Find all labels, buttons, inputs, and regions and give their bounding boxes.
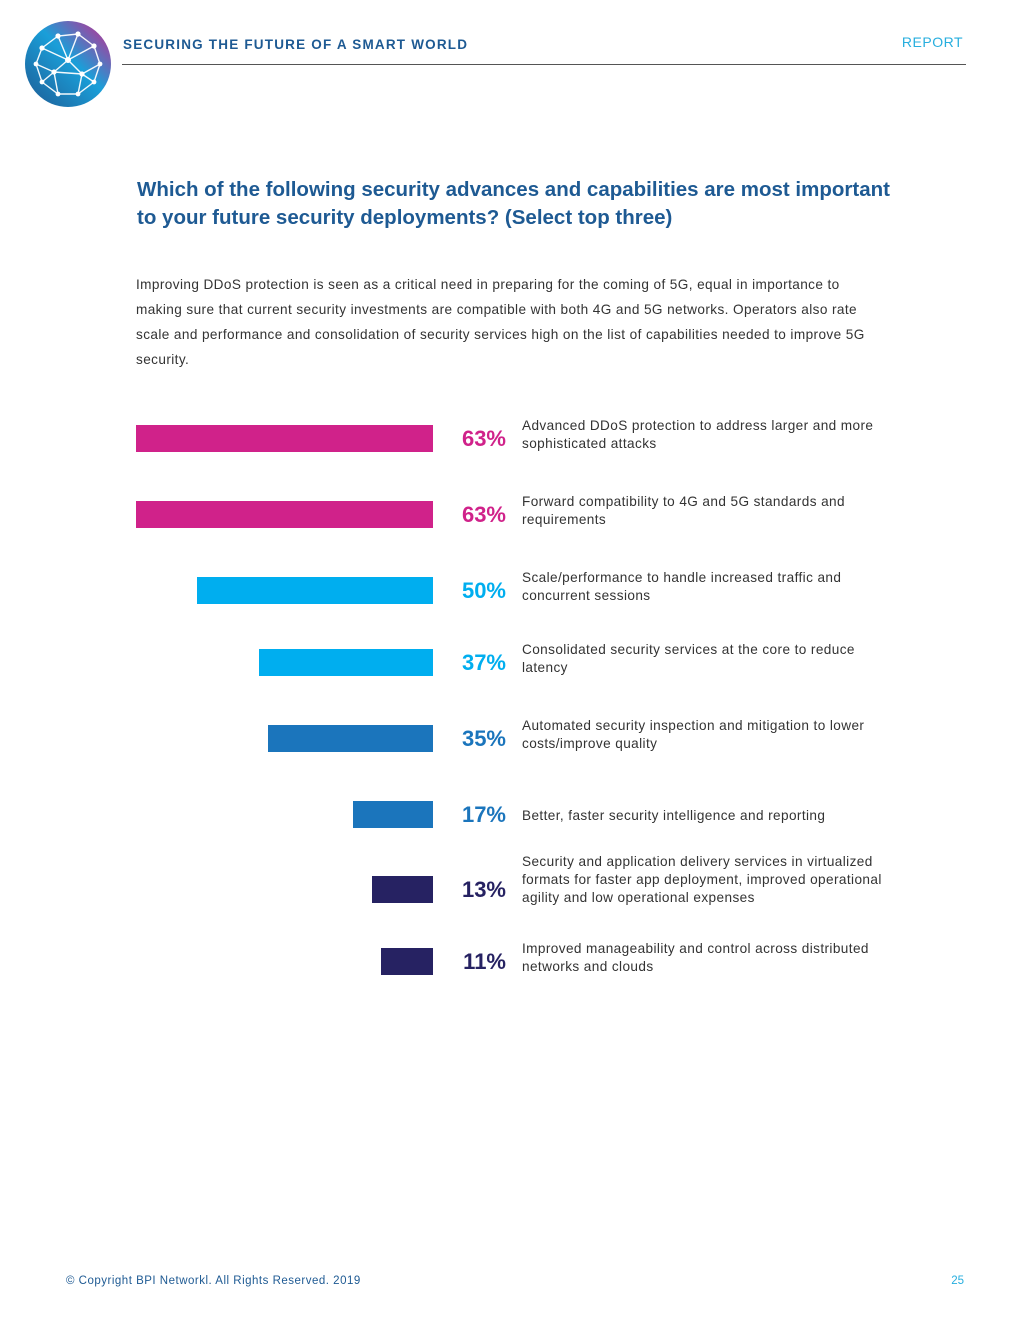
category-label-2: Forward compatibility to 4G and 5G stand… (522, 494, 845, 527)
data-label-8: 11% (463, 949, 506, 974)
data-label-7: 13% (461, 877, 506, 902)
footer-copyright: © Copyright BPI Networkl. All Rights Res… (66, 1275, 361, 1287)
header-title: SECURING THE FUTURE OF A SMART WORLD (123, 37, 469, 52)
header-section-label: REPORT (901, 34, 963, 50)
logo-globe-icon (25, 21, 111, 107)
category-label-1: Advanced DDoS protection to address larg… (522, 418, 874, 451)
bar-8 (381, 948, 433, 975)
category-label-5: Automated security inspection and mitiga… (522, 718, 865, 751)
category-label-3: Scale/performance to handle increased tr… (522, 570, 842, 603)
bar-2 (136, 501, 433, 528)
footer-page-number: 25 (951, 1275, 964, 1287)
bar-1 (136, 425, 433, 452)
question-heading: Which of the following security advances… (137, 178, 890, 229)
data-label-4: 37% (461, 650, 506, 675)
data-label-3: 50% (461, 578, 506, 603)
category-label-7: Security and application delivery servic… (522, 854, 882, 905)
category-label-4: Consolidated security services at the co… (522, 642, 855, 675)
intro-paragraph: Improving DDoS protection is seen as a c… (136, 277, 865, 367)
bar-6 (352, 801, 433, 828)
data-label-5: 35% (461, 726, 506, 751)
bar-5 (268, 725, 433, 752)
bar-4 (258, 649, 433, 676)
data-label-2: 63% (461, 502, 506, 527)
bar-7 (371, 876, 433, 903)
data-label-6: 17% (461, 802, 506, 827)
bar-3 (197, 577, 433, 604)
category-label-8: Improved manageability and control acros… (522, 941, 869, 974)
category-label-6: Better, faster security intelligence and… (522, 808, 826, 823)
header-divider (122, 64, 966, 65)
data-label-1: 63% (461, 426, 506, 451)
